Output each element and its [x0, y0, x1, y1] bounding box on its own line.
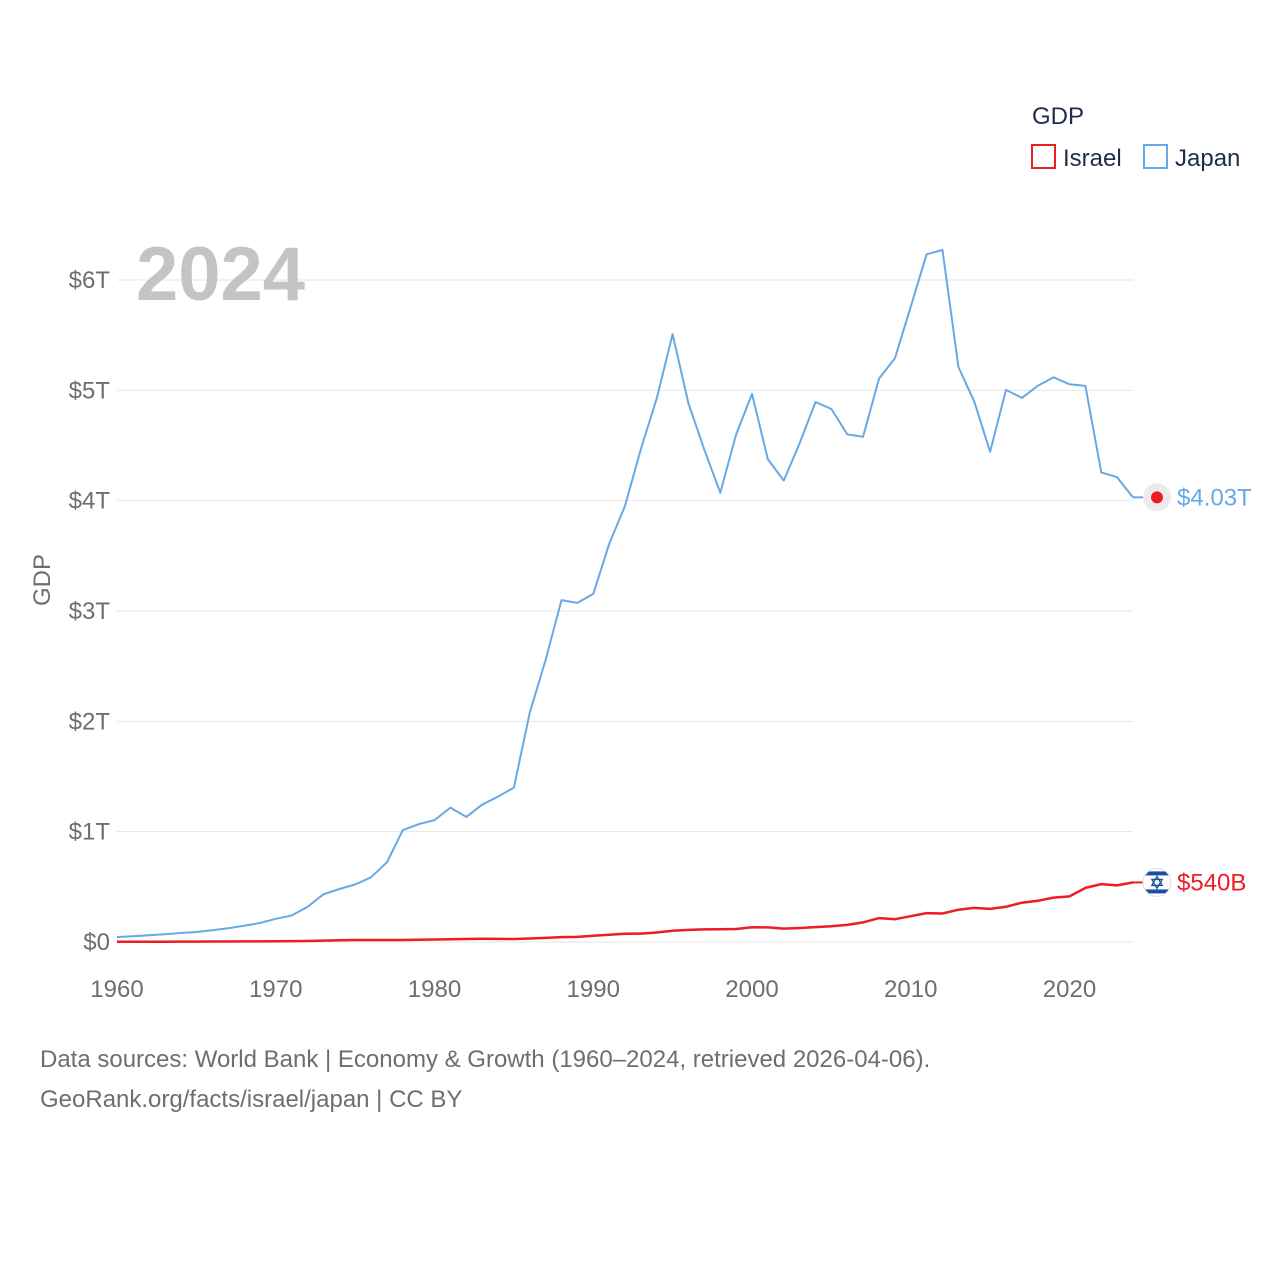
legend-title: GDP — [1032, 103, 1084, 130]
y-tick-label: $5T — [69, 377, 111, 404]
y-tick-label: $3T — [69, 598, 111, 625]
israel-end-value: $540B — [1177, 869, 1246, 896]
x-tick-label: 2000 — [725, 976, 778, 1003]
japan-flag-icon — [1143, 483, 1171, 512]
legend: GDP Israel Japan — [1031, 103, 1240, 172]
x-axis-ticks: 1960 1970 1980 1990 2000 2010 2020 — [90, 976, 1096, 1003]
footer: Data sources: World Bank | Economy & Gro… — [40, 1040, 930, 1120]
footer-sources: Data sources: World Bank | Economy & Gro… — [40, 1046, 931, 1073]
israel-flag-icon — [1142, 867, 1172, 897]
legend-label-japan: Japan — [1175, 145, 1240, 172]
japan-end-marker: $4.03T — [1143, 483, 1252, 512]
legend-label-israel: Israel — [1063, 145, 1122, 172]
y-tick-label: $1T — [69, 819, 111, 846]
y-tick-label: $4T — [69, 488, 111, 515]
legend-swatch-japan — [1143, 144, 1168, 169]
x-tick-label: 1980 — [408, 976, 461, 1003]
year-watermark: 2024 — [136, 232, 305, 317]
y-axis-label: GDP — [29, 554, 56, 606]
x-tick-label: 1960 — [90, 976, 143, 1003]
y-tick-label: $6T — [69, 267, 111, 294]
legend-item-israel[interactable]: Israel — [1031, 144, 1122, 172]
gridlines — [117, 279, 1133, 943]
series-lines — [116, 249, 1143, 944]
x-tick-label: 1970 — [249, 976, 302, 1003]
y-axis-ticks: $0 $1T $2T $3T $4T $5T $6T — [69, 267, 111, 956]
series-line-japan — [116, 249, 1134, 939]
legend-swatch-israel — [1031, 144, 1056, 169]
series-line-israel — [116, 881, 1134, 944]
x-tick-label: 2020 — [1043, 976, 1096, 1003]
y-tick-label: $2T — [69, 708, 111, 735]
legend-item-japan[interactable]: Japan — [1143, 144, 1240, 172]
x-tick-label: 1990 — [567, 976, 620, 1003]
y-tick-label: $0 — [83, 929, 110, 956]
israel-end-marker: $540B — [1142, 867, 1246, 897]
japan-end-value: $4.03T — [1177, 484, 1252, 511]
x-tick-label: 2010 — [884, 976, 937, 1003]
footer-attribution[interactable]: GeoRank.org/facts/israel/japan | CC BY — [40, 1086, 463, 1113]
